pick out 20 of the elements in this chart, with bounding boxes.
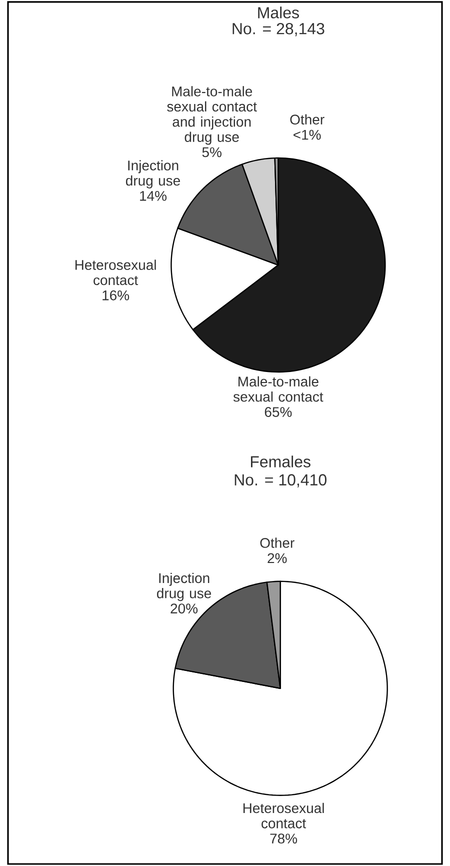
chart-subtitle: No. = 10,410 bbox=[234, 474, 326, 488]
data-label: <1% bbox=[294, 130, 321, 140]
data-label: 16% bbox=[102, 290, 130, 300]
slice-label: Male-to-male sexual contact bbox=[233, 376, 324, 402]
slice-label: Heterosexual contact bbox=[75, 260, 156, 286]
data-label: 2% bbox=[268, 553, 287, 564]
data-label: 65% bbox=[264, 407, 292, 417]
data-label: 78% bbox=[270, 834, 298, 844]
slice-label: Male-to-male sexual contact and injection drug use bbox=[167, 86, 257, 145]
slice-label: Other bbox=[260, 538, 294, 548]
slice-label: Other bbox=[290, 114, 324, 125]
chart-title: Females bbox=[250, 456, 310, 468]
slice-label: Heterosexual contact bbox=[243, 802, 324, 828]
chart-subtitle: No. = 28,143 bbox=[232, 23, 324, 36]
slice-label: Injection drug use bbox=[126, 160, 180, 188]
chart-title: Males bbox=[258, 6, 299, 18]
slice-label: Injection drug use bbox=[157, 572, 212, 602]
data-label: 14% bbox=[140, 191, 167, 201]
data-label: 20% bbox=[170, 604, 198, 614]
data-label: 5% bbox=[202, 147, 222, 158]
